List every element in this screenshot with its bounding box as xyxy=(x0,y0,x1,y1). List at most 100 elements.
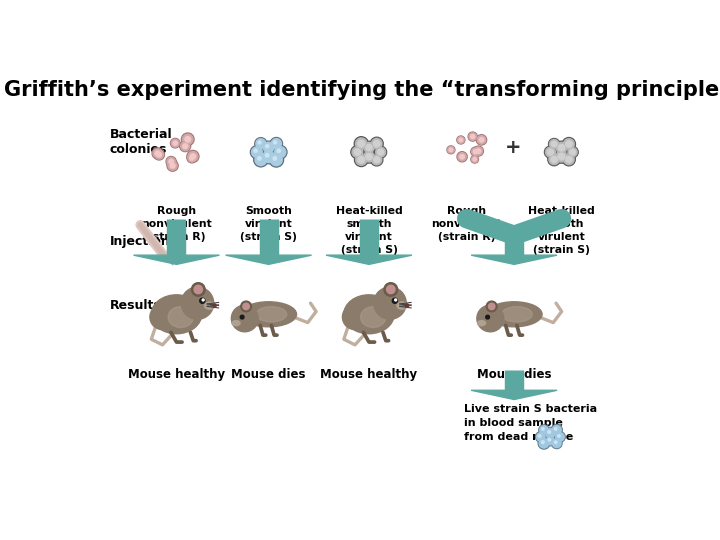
Circle shape xyxy=(188,154,196,162)
Circle shape xyxy=(555,141,568,154)
Circle shape xyxy=(477,305,504,332)
Ellipse shape xyxy=(256,307,287,322)
Ellipse shape xyxy=(502,307,532,322)
Circle shape xyxy=(554,428,557,430)
Circle shape xyxy=(471,147,480,156)
Circle shape xyxy=(157,152,161,157)
Circle shape xyxy=(243,303,249,309)
Circle shape xyxy=(486,301,497,312)
Circle shape xyxy=(255,154,266,166)
Circle shape xyxy=(377,149,384,155)
Circle shape xyxy=(474,147,482,155)
Circle shape xyxy=(556,143,567,153)
Circle shape xyxy=(372,138,382,149)
Circle shape xyxy=(552,438,562,449)
Circle shape xyxy=(167,158,175,166)
Circle shape xyxy=(374,146,387,158)
Circle shape xyxy=(213,304,216,307)
Circle shape xyxy=(540,426,548,434)
Circle shape xyxy=(258,157,261,160)
Circle shape xyxy=(552,424,562,435)
Ellipse shape xyxy=(361,307,386,327)
Text: Griffith’s experiment identifying the “transforming principle”: Griffith’s experiment identifying the “t… xyxy=(4,80,720,100)
Circle shape xyxy=(395,299,397,301)
Circle shape xyxy=(263,151,274,163)
Circle shape xyxy=(392,298,397,303)
Circle shape xyxy=(472,148,480,156)
Circle shape xyxy=(354,149,361,156)
Circle shape xyxy=(556,151,567,162)
Circle shape xyxy=(154,150,164,160)
Circle shape xyxy=(274,141,276,144)
Ellipse shape xyxy=(344,295,394,334)
Circle shape xyxy=(251,147,262,158)
Circle shape xyxy=(552,426,562,434)
Circle shape xyxy=(171,139,179,147)
Ellipse shape xyxy=(486,302,542,327)
Circle shape xyxy=(374,157,380,163)
Circle shape xyxy=(366,144,372,151)
Circle shape xyxy=(473,146,483,156)
Text: Mouse healthy: Mouse healthy xyxy=(128,368,225,381)
Circle shape xyxy=(181,133,194,146)
Text: Heat-killed
smooth
virulent
(strain S): Heat-killed smooth virulent (strain S) xyxy=(528,206,595,254)
Text: Mouse healthy: Mouse healthy xyxy=(320,368,418,381)
Circle shape xyxy=(405,304,409,307)
Circle shape xyxy=(477,134,487,145)
Circle shape xyxy=(448,146,454,153)
Circle shape xyxy=(274,145,287,159)
Text: Injection: Injection xyxy=(109,235,171,248)
Ellipse shape xyxy=(168,307,193,327)
Circle shape xyxy=(190,156,194,160)
Circle shape xyxy=(458,153,467,161)
Text: Mouse dies: Mouse dies xyxy=(477,368,552,381)
Circle shape xyxy=(363,141,375,154)
Circle shape xyxy=(155,151,160,156)
Circle shape xyxy=(545,436,555,446)
Circle shape xyxy=(457,152,467,162)
Ellipse shape xyxy=(232,321,240,326)
Circle shape xyxy=(251,146,264,159)
Circle shape xyxy=(187,151,199,163)
Circle shape xyxy=(546,428,555,438)
Circle shape xyxy=(539,425,549,435)
Circle shape xyxy=(546,437,554,445)
Ellipse shape xyxy=(397,302,408,309)
Circle shape xyxy=(254,149,257,152)
Circle shape xyxy=(180,141,191,152)
Circle shape xyxy=(354,137,368,151)
Circle shape xyxy=(376,147,385,157)
Circle shape xyxy=(556,433,564,441)
Text: Mouse dies: Mouse dies xyxy=(231,368,306,381)
Circle shape xyxy=(539,435,541,437)
Circle shape xyxy=(566,156,572,163)
Circle shape xyxy=(555,150,568,163)
Circle shape xyxy=(192,282,205,296)
Circle shape xyxy=(541,441,544,443)
Circle shape xyxy=(552,141,557,147)
Circle shape xyxy=(486,315,490,319)
Circle shape xyxy=(384,282,397,296)
Circle shape xyxy=(557,435,560,437)
Circle shape xyxy=(364,143,374,153)
Circle shape xyxy=(544,146,557,158)
Circle shape xyxy=(471,156,479,163)
Circle shape xyxy=(190,154,196,159)
Circle shape xyxy=(570,150,575,155)
Polygon shape xyxy=(326,255,412,265)
Ellipse shape xyxy=(343,305,368,329)
Circle shape xyxy=(255,138,267,150)
Circle shape xyxy=(266,145,269,148)
Ellipse shape xyxy=(150,305,175,329)
Circle shape xyxy=(366,153,372,160)
Circle shape xyxy=(240,315,244,319)
Circle shape xyxy=(169,159,174,164)
Circle shape xyxy=(477,136,486,144)
Text: Live strain S bacteria
in blood sample
from dead mouse: Live strain S bacteria in blood sample f… xyxy=(464,404,597,442)
Text: Rough
nonvirulent
(strain R): Rough nonvirulent (strain R) xyxy=(141,206,212,242)
Circle shape xyxy=(358,140,365,147)
Circle shape xyxy=(188,152,198,161)
Ellipse shape xyxy=(204,302,215,309)
Circle shape xyxy=(270,138,282,150)
Circle shape xyxy=(548,438,551,441)
